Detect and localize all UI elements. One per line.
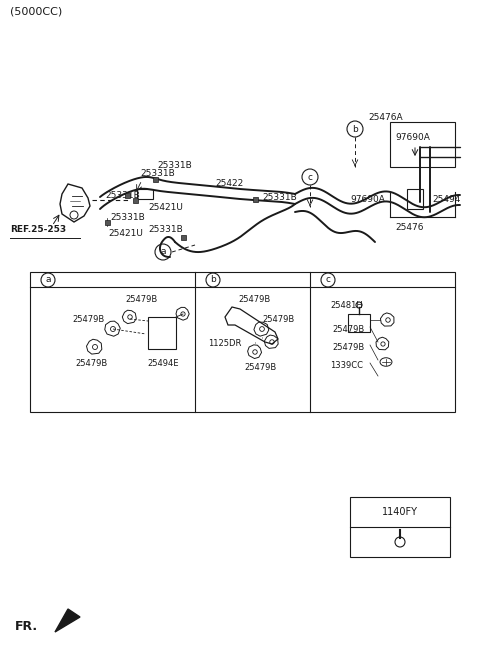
Text: 25479B: 25479B <box>332 342 364 351</box>
Text: 25331B: 25331B <box>140 170 175 179</box>
Text: 25479B: 25479B <box>72 315 104 323</box>
Bar <box>30 272 455 412</box>
Text: 25421U: 25421U <box>108 229 143 238</box>
Bar <box>348 314 370 332</box>
Bar <box>105 219 109 225</box>
Bar <box>132 198 137 202</box>
Bar <box>148 317 176 349</box>
Text: b: b <box>210 275 216 284</box>
Text: REF.25-253: REF.25-253 <box>10 225 66 235</box>
Bar <box>180 235 185 240</box>
Text: 25476: 25476 <box>395 223 423 231</box>
Text: 25479B: 25479B <box>125 294 157 304</box>
Bar <box>390 122 455 167</box>
Text: 25331B: 25331B <box>148 225 183 233</box>
Text: 25422: 25422 <box>215 179 243 187</box>
Text: 25481H: 25481H <box>330 300 363 309</box>
Text: 25494E: 25494E <box>147 359 179 367</box>
Text: 25331B: 25331B <box>110 214 145 223</box>
Text: a: a <box>160 248 166 256</box>
Text: 25421U: 25421U <box>148 202 183 212</box>
Bar <box>350 497 450 557</box>
Text: 25331B: 25331B <box>262 193 297 202</box>
Text: 1125DR: 1125DR <box>208 340 241 348</box>
Polygon shape <box>55 609 80 632</box>
Text: 1339CC: 1339CC <box>330 361 363 369</box>
Text: 25494: 25494 <box>432 194 460 204</box>
Text: c: c <box>308 173 312 181</box>
Bar <box>153 177 157 181</box>
Text: FR.: FR. <box>15 620 38 633</box>
Bar <box>252 196 257 202</box>
Text: b: b <box>352 124 358 133</box>
Text: 97690A: 97690A <box>350 194 385 204</box>
Text: 25476A: 25476A <box>368 112 403 122</box>
Text: 25479B: 25479B <box>332 325 364 334</box>
Text: a: a <box>45 275 51 284</box>
Bar <box>137 189 153 199</box>
Text: (5000CC): (5000CC) <box>10 7 62 17</box>
Text: 97690A: 97690A <box>395 133 430 141</box>
Text: 25331B: 25331B <box>105 191 140 200</box>
Text: 25479B: 25479B <box>244 363 276 371</box>
Text: c: c <box>325 275 331 284</box>
Bar <box>124 193 130 198</box>
Text: 1140FY: 1140FY <box>382 507 418 517</box>
Text: 25331B: 25331B <box>157 160 192 170</box>
Text: 25479B: 25479B <box>75 359 107 367</box>
Text: 25479B: 25479B <box>238 294 270 304</box>
Text: 25479B: 25479B <box>262 315 294 323</box>
Bar <box>407 189 423 209</box>
